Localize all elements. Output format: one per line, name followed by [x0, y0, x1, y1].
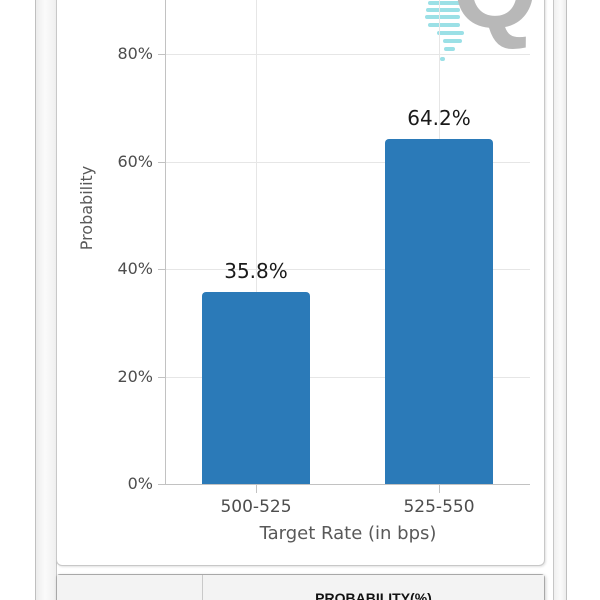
y-tick-label: 60% — [117, 152, 153, 171]
watermark-line — [444, 47, 455, 51]
watermark-line — [425, 15, 460, 19]
probability-bar[interactable] — [202, 292, 310, 484]
y-axis-line — [165, 0, 166, 484]
bar-value-label: 64.2% — [407, 106, 471, 130]
x-axis-line — [165, 484, 530, 485]
watermark-line — [428, 1, 461, 5]
x-axis-tick — [256, 485, 257, 493]
x-axis-tick — [439, 485, 440, 493]
horizontal-gridline — [166, 377, 530, 378]
y-axis-tick — [158, 269, 165, 270]
horizontal-gridline — [166, 269, 530, 270]
y-tick-label: 20% — [117, 367, 153, 386]
y-tick-label: 40% — [117, 259, 153, 278]
x-axis-title: Target Rate (in bps) — [259, 523, 437, 544]
y-tick-label: 0% — [127, 474, 153, 493]
y-axis-tick — [158, 162, 165, 163]
watermark-line — [428, 23, 460, 27]
right-frame-gutter — [553, 0, 567, 600]
table-header-probability-cell: PROBABILITY(%) — [203, 575, 544, 600]
table-header-empty-cell — [57, 575, 203, 600]
watermark-line — [426, 8, 460, 12]
y-axis-tick — [158, 377, 165, 378]
vertical-gridline — [256, 0, 257, 483]
bar-value-label: 35.8% — [224, 259, 288, 283]
x-tick-label: 525-550 — [403, 497, 475, 517]
y-axis-tick — [158, 484, 165, 485]
y-tick-label: 80% — [117, 44, 153, 63]
watermark-line — [440, 57, 445, 61]
probability-table-header: PROBABILITY(%) — [56, 574, 545, 600]
watermark-line — [437, 31, 464, 35]
watermark-line — [443, 39, 462, 43]
quikstrike-q-logo-icon: Q — [450, 0, 540, 50]
y-axis-tick — [158, 54, 165, 55]
y-axis-title: Probability — [77, 165, 96, 251]
x-tick-label: 500-525 — [220, 497, 292, 517]
probability-bar[interactable] — [385, 139, 493, 484]
horizontal-gridline — [166, 54, 530, 55]
horizontal-gridline — [166, 162, 530, 163]
